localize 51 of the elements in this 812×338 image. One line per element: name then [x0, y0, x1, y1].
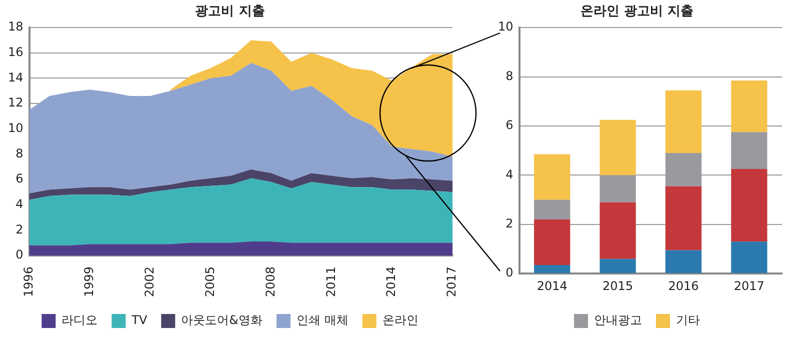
legend-label: 안내광고	[594, 313, 642, 328]
bar	[731, 80, 768, 132]
bar	[731, 242, 768, 274]
y-tick-label: 18	[8, 20, 24, 34]
bar	[600, 258, 636, 274]
bar	[731, 169, 768, 242]
chart-title: 온라인 광고비 지출	[580, 4, 694, 20]
x-tick-label: 2014	[536, 278, 568, 293]
y-tick-label: 10	[498, 20, 514, 34]
legend-label: TV	[130, 313, 148, 328]
legend-label: 온라인	[382, 313, 418, 328]
y-tick-label: 6	[506, 118, 514, 132]
y-tick-label: 4	[506, 167, 514, 182]
chart-title: 광고비 지출	[195, 4, 265, 20]
x-tick-label: 1999	[82, 266, 96, 298]
bar	[665, 90, 702, 154]
y-tick-label: 0	[16, 248, 24, 262]
x-tick-label: 2008	[263, 266, 278, 298]
y-tick-label: 8	[16, 146, 24, 160]
bar	[731, 132, 768, 170]
bar	[534, 264, 570, 274]
legend-label: 인쇄 매체	[296, 313, 348, 328]
y-tick-label: 12	[8, 96, 24, 110]
y-tick-label: 6	[16, 172, 24, 186]
bar	[534, 200, 570, 220]
x-tick-label: 2014	[384, 266, 398, 298]
x-tick-label: 2015	[602, 278, 634, 293]
y-tick-label: 4	[16, 196, 24, 211]
y-tick-label: 8	[506, 68, 514, 83]
y-tick-label: 2	[16, 222, 24, 236]
bar	[600, 120, 636, 176]
x-tick-label: 2016	[668, 278, 699, 293]
bar	[600, 202, 636, 259]
x-tick-label: 2017	[734, 278, 764, 293]
y-tick-label: 10	[8, 120, 24, 135]
x-tick-label: 2005	[202, 266, 217, 298]
x-tick-label: 1996	[21, 266, 36, 298]
bar	[665, 250, 702, 274]
y-tick-label: 16	[8, 45, 24, 60]
x-tick-label: 2017	[444, 266, 459, 298]
x-tick-label: 2011	[324, 266, 338, 298]
bar	[665, 186, 702, 250]
x-tick-label: 2002	[142, 266, 156, 298]
bar	[534, 154, 570, 200]
bar	[534, 219, 570, 265]
y-tick-label: 2	[506, 216, 514, 231]
legend-label: 기타	[676, 313, 700, 328]
y-tick-label: 14	[8, 70, 24, 84]
legend-label: 라디오	[62, 313, 98, 328]
legend-label: 아웃도어&영화	[181, 313, 263, 328]
y-tick-label: 0	[506, 266, 514, 280]
